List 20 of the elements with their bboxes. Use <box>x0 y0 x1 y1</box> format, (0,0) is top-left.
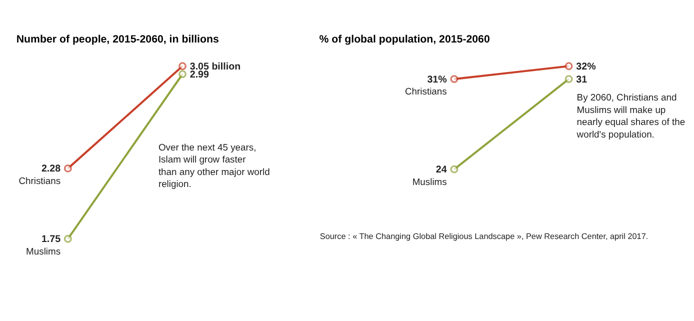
series-label: Christians <box>405 86 448 97</box>
annotation: Over the next 45 years, Islam will grow faster than any other major world religion. <box>158 141 270 190</box>
point <box>178 62 186 70</box>
data-label: 31 <box>576 74 588 86</box>
data-label: 31% <box>427 74 448 86</box>
chart-title: Number of people, 2015-2060, in billions <box>16 33 219 46</box>
series-label: Christians <box>18 174 61 186</box>
source-note: Source : « The Changing Global Religious Landscape », Pew Research Center, april 2017. <box>320 232 648 241</box>
point <box>178 70 186 78</box>
series-label: Muslims <box>412 176 448 187</box>
point <box>64 164 72 172</box>
data-label: 2.99 <box>190 69 210 80</box>
series-label: Muslims <box>26 245 61 256</box>
data-label: 32% <box>576 61 596 72</box>
point <box>64 234 72 243</box>
data-label: 24 <box>436 164 448 176</box>
annotation: By 2060, Christians and Muslims will make up nearly equal shares of the world's population. <box>576 92 686 140</box>
data-label: 2.28 <box>41 164 62 175</box>
chart-title: % of global population, 2015-2060 <box>319 33 490 46</box>
data-label: 1.75 <box>41 234 62 246</box>
